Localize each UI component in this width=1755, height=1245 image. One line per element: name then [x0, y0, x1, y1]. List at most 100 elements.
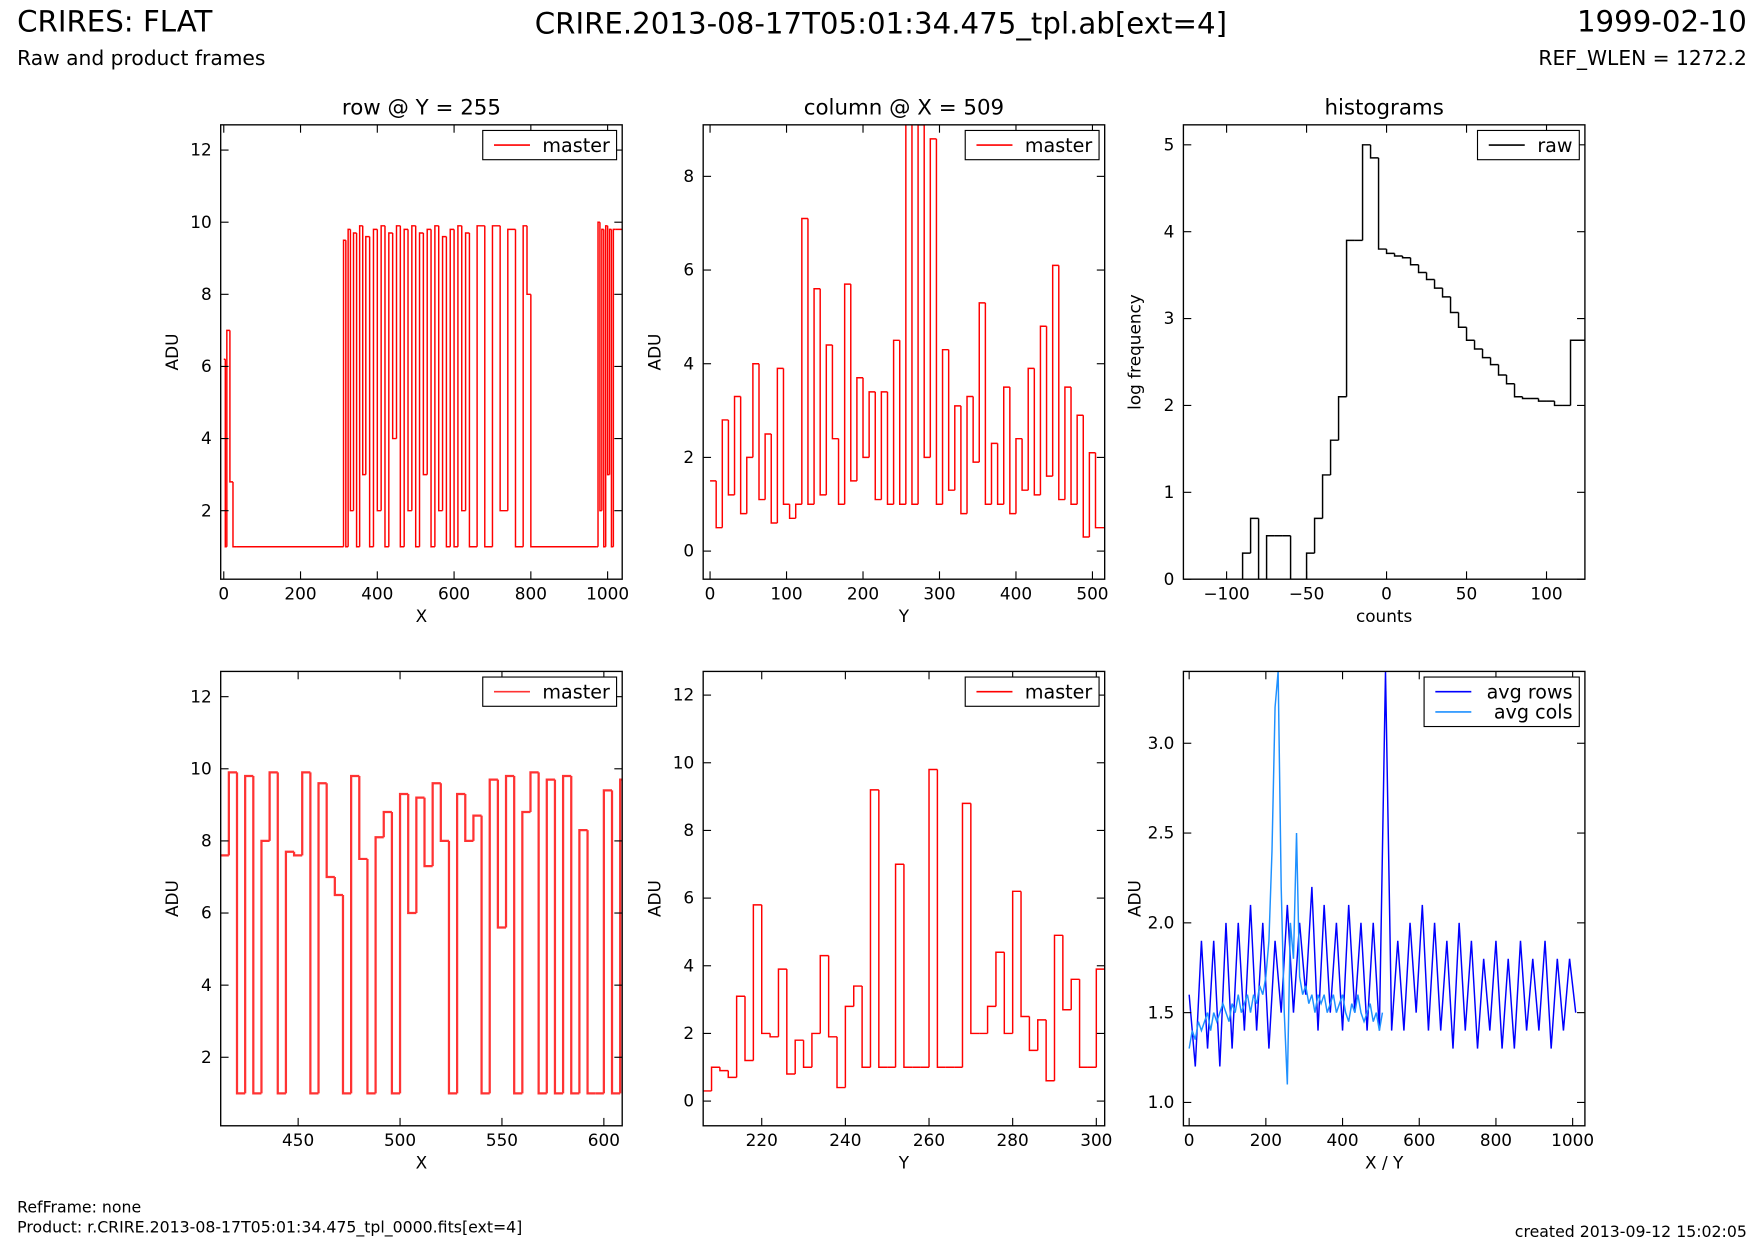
histogram-bin: [1457, 312, 1467, 328]
step-segment: [777, 968, 787, 1037]
step-segment: [309, 772, 319, 1095]
step-segment: [347, 228, 351, 547]
step-segment: [878, 789, 888, 1068]
step-segment: [947, 349, 955, 491]
histogram-bin: [1465, 327, 1475, 342]
step-segment: [619, 778, 623, 1094]
step-segment: [1062, 935, 1072, 1011]
step-segment: [739, 396, 747, 515]
x-tick-label: 200: [284, 583, 316, 603]
step-segment: [1037, 1019, 1047, 1051]
histogram-bin: [1401, 256, 1411, 259]
step-segment: [464, 794, 474, 843]
step-segment: [333, 876, 343, 897]
histogram-bin: [1241, 552, 1251, 580]
legend-label: avg rows: [1487, 680, 1573, 703]
date-title: 1999-02-10: [1577, 4, 1747, 38]
y-tick-label: 1.5: [1148, 1002, 1175, 1022]
step-segment: [746, 456, 753, 514]
step-segment: [376, 229, 382, 512]
x-tick-label: −50: [1289, 583, 1325, 603]
y-tick-label: 2: [201, 500, 212, 520]
header-subtitle: Raw and product frames: [17, 46, 265, 70]
histogram-bin: [1433, 279, 1443, 289]
y-tick-label: 6: [683, 888, 694, 908]
step-segment: [1078, 979, 1088, 1068]
step-segment: [372, 228, 378, 547]
y-tick-label: 6: [683, 260, 694, 280]
y-tick-label: 4: [201, 975, 212, 995]
x-axis-label: Y: [898, 1153, 910, 1173]
y-tick-label: 2: [201, 1047, 212, 1067]
step-segment: [537, 772, 547, 1095]
subplot: row @ Y = 255 X ADU 0 200 400 600 800 1000 2 4 6 8 10…: [162, 96, 629, 626]
y-tick-label: 0: [683, 541, 694, 561]
x-axis-label: Y: [898, 606, 910, 626]
histogram-bin: [1345, 239, 1355, 397]
step-segment: [504, 774, 515, 928]
step-segment: [990, 442, 998, 505]
step-segment: [905, 124, 907, 505]
step-segment: [358, 775, 368, 861]
subplot-title: column @ X = 509: [804, 96, 1004, 121]
step-segment: [752, 904, 762, 1061]
step-segment: [935, 138, 943, 505]
x-axis-label: X: [416, 1153, 428, 1173]
step-segment: [769, 1033, 779, 1038]
x-tick-label: 600: [1403, 1130, 1435, 1150]
y-tick-label: 2: [683, 447, 694, 467]
histogram-bin: [1377, 157, 1387, 250]
step-segment: [382, 810, 392, 838]
step-segment: [430, 229, 435, 548]
step-segment: [268, 771, 278, 841]
step-segment: [972, 396, 980, 463]
step-segment: [407, 229, 412, 512]
step-segment: [788, 504, 796, 520]
plot-area: [223, 221, 623, 548]
step-segment: [447, 840, 458, 1095]
legend-label: avg cols: [1494, 701, 1573, 724]
product: Product: r.CRIRE.2013-08-17T05:01:34.475…: [17, 1218, 522, 1238]
y-tick-label: 8: [683, 820, 694, 840]
step-segment: [418, 232, 424, 547]
step-segment: [325, 783, 335, 879]
legend-label: master: [1025, 134, 1093, 157]
histogram-bin: [1578, 339, 1585, 342]
step-segment: [342, 239, 346, 547]
step-segment: [735, 995, 746, 1078]
step-segment: [819, 288, 827, 496]
histogram-bin: [1425, 272, 1435, 281]
step-segment: [226, 329, 230, 547]
step-segment: [530, 294, 597, 548]
step-segment: [733, 395, 741, 495]
plot-area: [220, 771, 623, 1095]
step-segment: [1045, 1019, 1055, 1082]
step-segment: [923, 124, 931, 459]
x-axis-label: X: [416, 606, 428, 626]
y-tick-label: 2.5: [1148, 823, 1175, 843]
y-tick-label: 10: [673, 752, 694, 772]
step-segment: [802, 1040, 812, 1068]
step-segment: [578, 828, 588, 1094]
step-segment: [970, 803, 980, 1035]
y-tick-label: 2: [1164, 395, 1175, 415]
step-segment: [960, 405, 968, 515]
step-segment: [752, 362, 760, 458]
x-tick-label: 400: [1326, 1130, 1358, 1150]
step-segment: [390, 812, 401, 1095]
y-tick-label: 4: [1164, 221, 1175, 241]
histogram-bin: [1305, 552, 1315, 580]
step-segment: [439, 783, 449, 843]
x-tick-label: 0: [1381, 583, 1392, 603]
subplot: X ADU 450 500 550 600 2 4 6 8 10 12 master: [162, 670, 623, 1173]
y-tick-label: 4: [683, 955, 694, 975]
axes-frame: [1182, 124, 1586, 580]
step-segment: [843, 283, 851, 505]
y-axis-label: log frequency: [1125, 294, 1145, 410]
step-segment: [434, 225, 439, 547]
legend-box: [1423, 676, 1580, 728]
legend: master: [964, 676, 1100, 707]
step-segment: [529, 771, 539, 813]
y-tick-label: 10: [190, 212, 211, 232]
